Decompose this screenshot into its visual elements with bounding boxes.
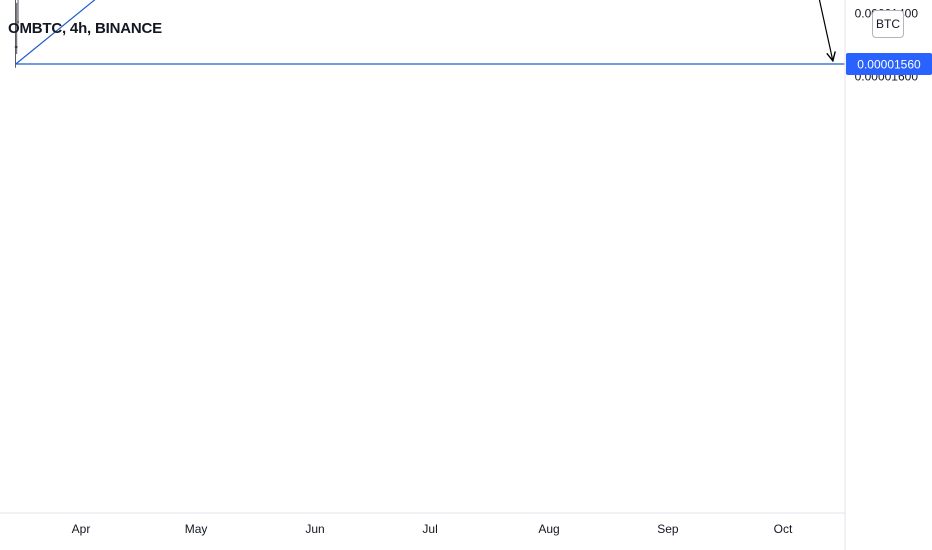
- x-tick-label: Aug: [538, 522, 559, 536]
- x-tick-label: Jun: [305, 522, 324, 536]
- price-level-tag: [846, 53, 932, 75]
- candle-body: [17, 21, 19, 23]
- target-arrow: [818, 0, 833, 61]
- price-level-label: 0.00001560: [857, 58, 921, 72]
- x-tick-label: Apr: [72, 522, 91, 536]
- candle-body: [14, 46, 17, 48]
- x-tick-label: Oct: [774, 522, 793, 536]
- candle-body: [16, 46, 18, 48]
- chart-title: OMBTC, 4h, BINANCE: [8, 20, 162, 37]
- time-axis: Apr May Jun Jul Aug Sep Oct: [72, 522, 793, 536]
- currency-button[interactable]: BTC: [872, 10, 904, 38]
- x-tick-label: Jul: [422, 522, 437, 536]
- x-tick-label: Sep: [657, 522, 679, 536]
- drawings-layer: [15, 0, 845, 65]
- price-level-labels: 0.000015600.000008780.000006470.00000289…: [846, 53, 932, 75]
- candles-layer: [14, 0, 19, 68]
- x-tick-label: May: [185, 522, 208, 536]
